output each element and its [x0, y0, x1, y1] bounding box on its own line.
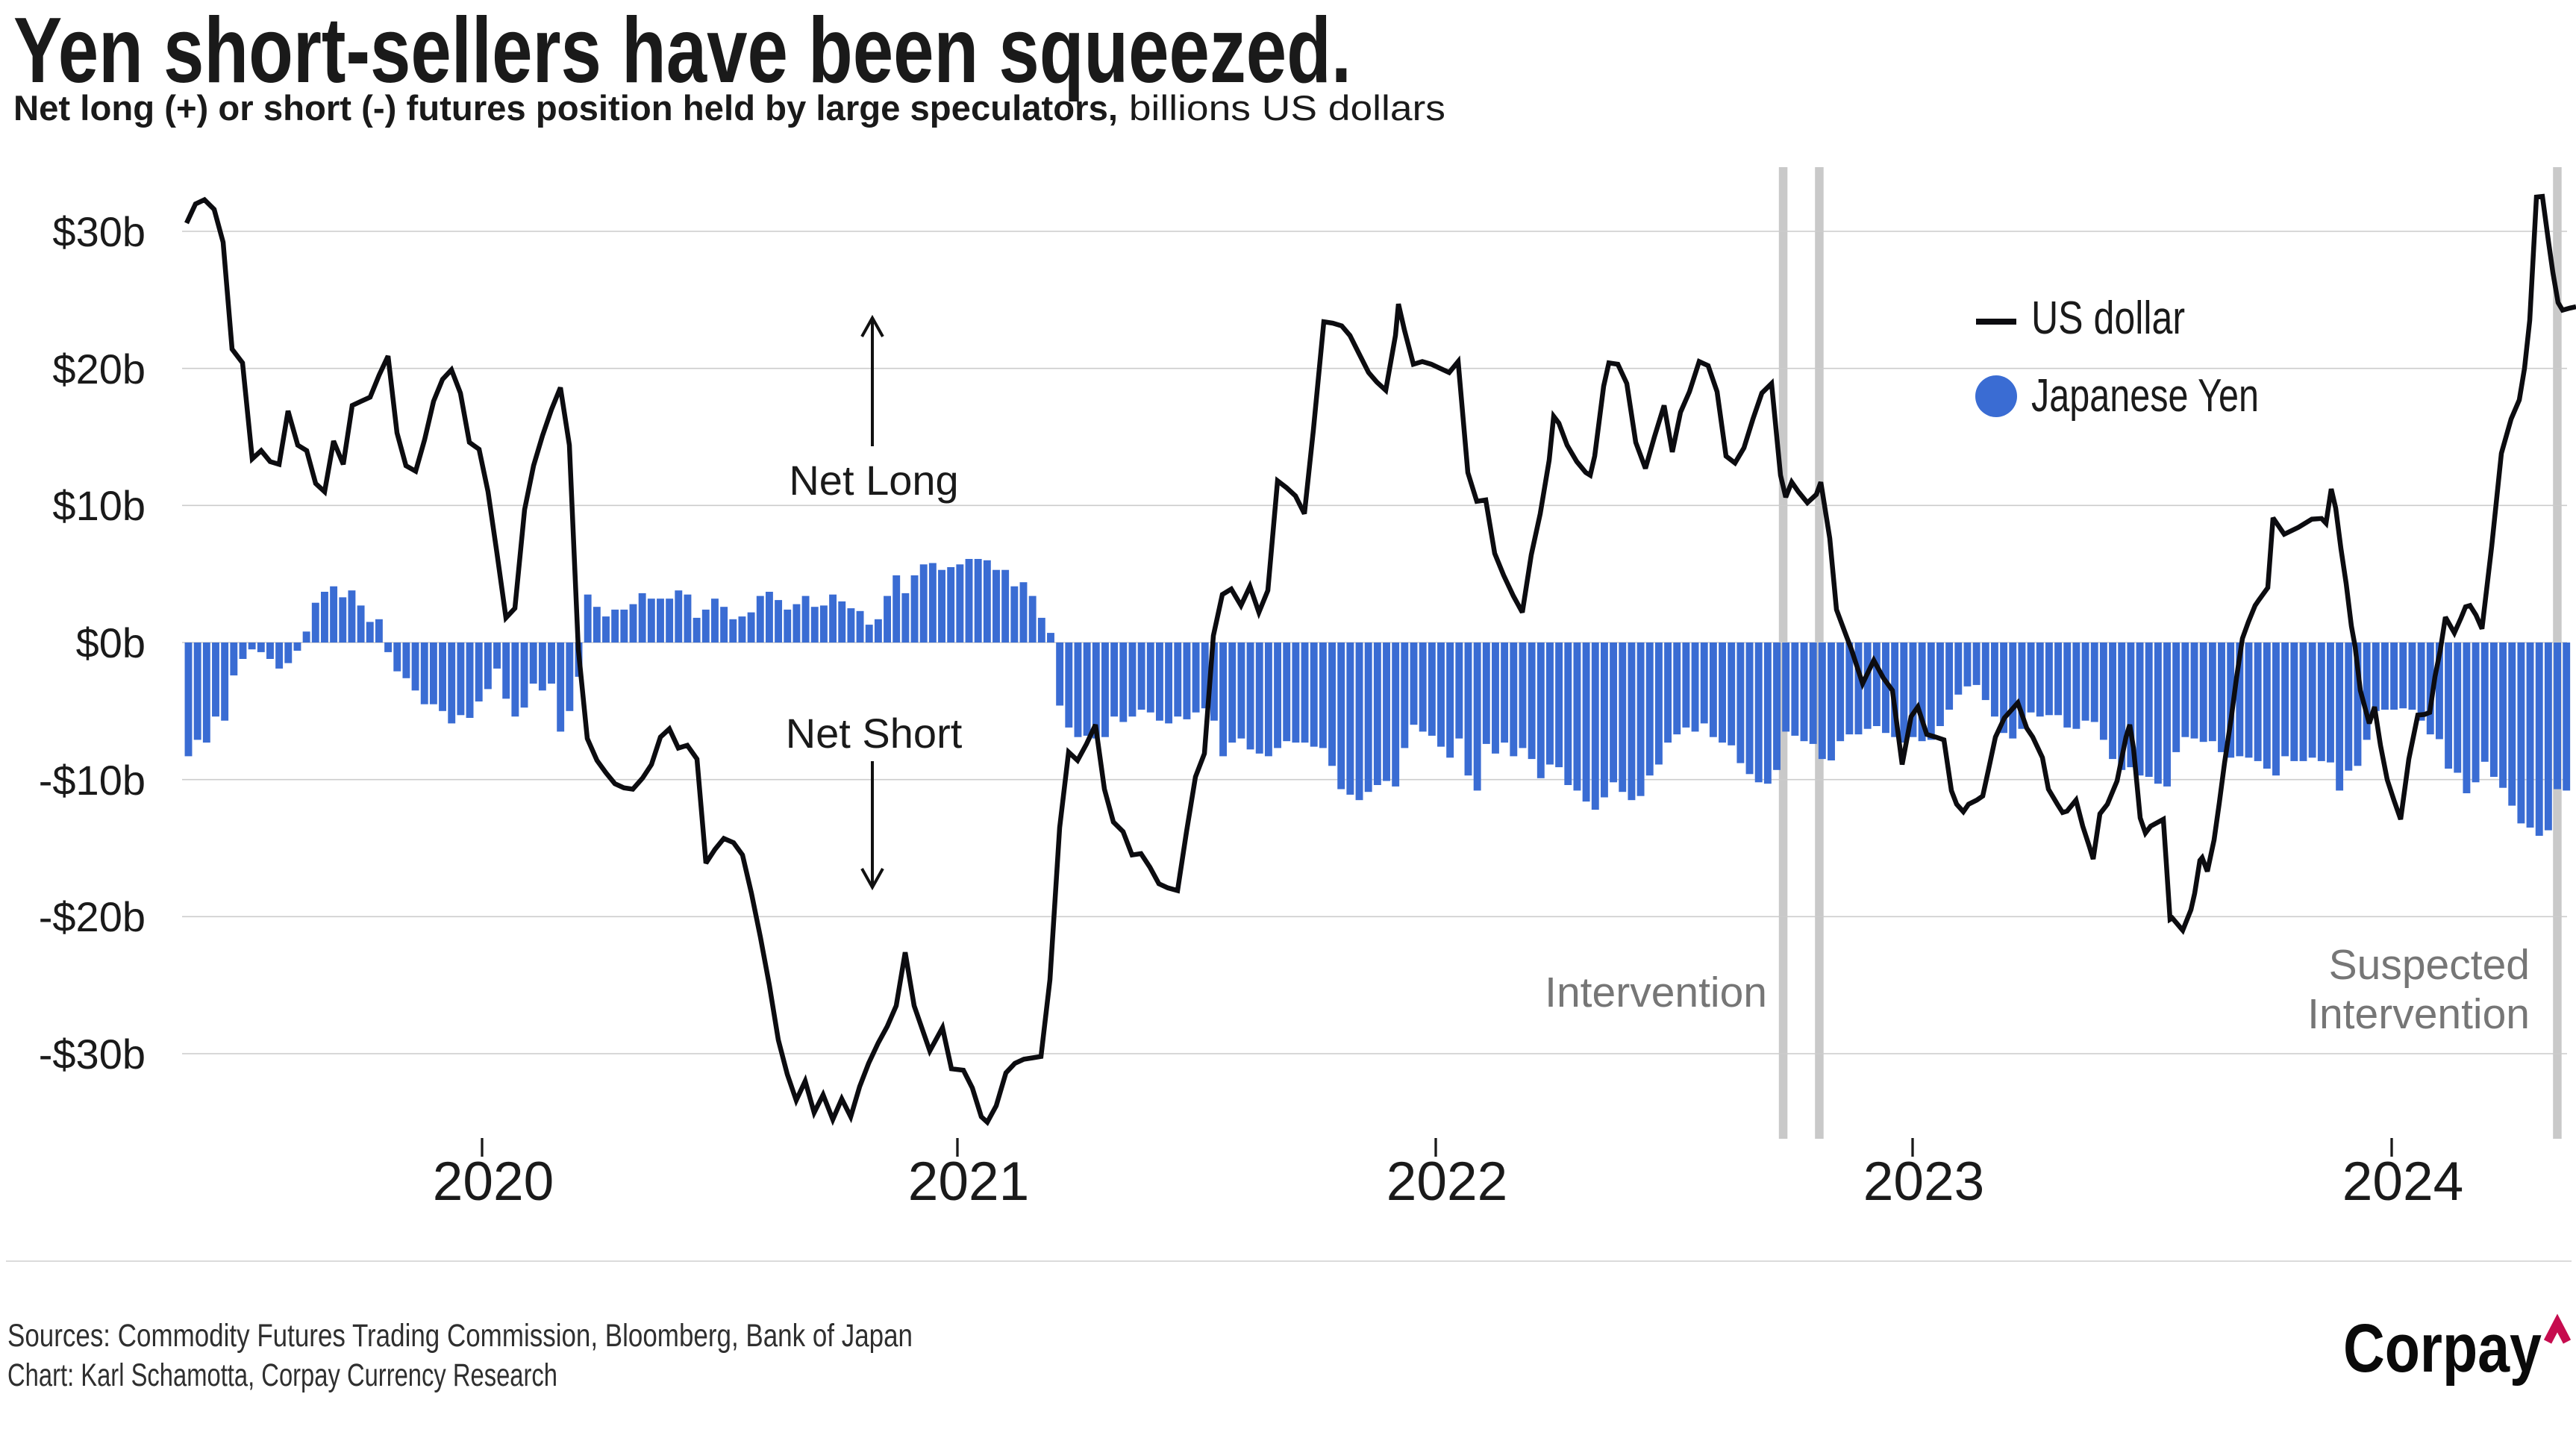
svg-text:US dollar: US dollar — [2031, 293, 2185, 344]
svg-text:$30b: $30b — [52, 208, 146, 255]
svg-text:Intervention: Intervention — [2307, 990, 2530, 1038]
svg-text:-$10b: -$10b — [39, 757, 146, 804]
svg-text:Sources: Commodity Futures Tra: Sources: Commodity Futures Trading Commi… — [7, 1318, 913, 1354]
svg-text:-$20b: -$20b — [39, 893, 146, 940]
svg-text:$10b: $10b — [52, 482, 146, 529]
svg-text:Suspected: Suspected — [2329, 941, 2530, 989]
svg-text:$20b: $20b — [52, 346, 146, 393]
svg-text:$0b: $0b — [76, 619, 146, 666]
svg-text:2020: 2020 — [433, 1151, 554, 1212]
svg-text:Net long (+) or short (-) futu: Net long (+) or short (-) futures positi… — [13, 88, 1445, 128]
svg-text:Japanese Yen: Japanese Yen — [2031, 370, 2259, 422]
svg-text:Net Short: Net Short — [786, 710, 963, 757]
svg-text:Chart: Karl Schamotta, Corpay: Chart: Karl Schamotta, Corpay Currency R… — [7, 1357, 557, 1393]
svg-text:2022: 2022 — [1387, 1151, 1507, 1212]
svg-text:Yen short-sellers have been sq: Yen short-sellers have been squeezed. — [13, 0, 1351, 102]
svg-text:-$30b: -$30b — [39, 1031, 146, 1078]
svg-text:2023: 2023 — [1863, 1151, 1984, 1212]
svg-text:Corpay: Corpay — [2343, 1310, 2542, 1387]
svg-text:2021: 2021 — [908, 1151, 1029, 1212]
svg-text:Net Long: Net Long — [789, 457, 958, 504]
svg-text:Intervention: Intervention — [1545, 969, 1767, 1016]
svg-text:2024: 2024 — [2342, 1151, 2463, 1212]
